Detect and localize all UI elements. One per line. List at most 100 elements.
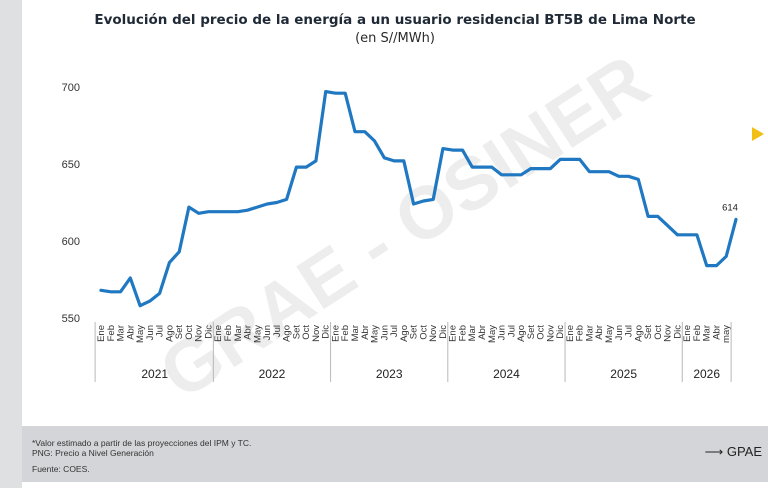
x-tick-label: Ene (565, 325, 576, 342)
x-tick-label: Ene (96, 325, 107, 342)
data-point (188, 206, 190, 208)
data-point (168, 261, 170, 263)
data-point (305, 166, 307, 168)
x-tick-label: Oct (536, 325, 547, 340)
data-point (383, 157, 385, 159)
data-point (627, 175, 629, 177)
data-point (520, 174, 522, 176)
x-tick-label: Nov (545, 325, 556, 342)
x-tick-label: Mar (702, 325, 713, 341)
x-tick-label: Dic (438, 325, 449, 339)
data-point (676, 234, 678, 236)
data-point (158, 292, 160, 294)
data-point (500, 174, 502, 176)
x-tick-label: Feb (692, 325, 703, 341)
data-point (432, 198, 434, 200)
x-tick-label: Abr (243, 325, 254, 340)
data-point (217, 211, 219, 213)
x-tick-label: Dic (672, 325, 683, 339)
x-tick-label: Jun (614, 325, 625, 340)
data-label: 614 (722, 202, 738, 213)
data-point (334, 92, 336, 94)
x-tick-label: May (487, 325, 498, 343)
data-point (559, 158, 561, 160)
brand-label: GPAE (726, 444, 762, 459)
data-point (705, 264, 707, 266)
x-tick-label: Ago (164, 325, 175, 342)
data-point (510, 174, 512, 176)
data-point (110, 291, 112, 293)
x-tick-label: May (604, 325, 615, 343)
x-tick-label: Set (409, 325, 420, 340)
data-point (373, 140, 375, 142)
x-tick-label: May (252, 325, 263, 343)
data-point (715, 264, 717, 266)
y-tick-label: 600 (62, 236, 80, 248)
data-point (637, 178, 639, 180)
x-tick-label: Feb (575, 325, 586, 341)
x-tick-label: Abr (594, 325, 605, 340)
play-triangle-icon (752, 127, 764, 141)
year-label: 2026 (693, 367, 720, 381)
x-tick-label: Feb (223, 325, 234, 341)
data-point (578, 158, 580, 160)
footnote-estimate: *Valor estimado a partir de las proyecci… (32, 438, 252, 448)
data-point (530, 167, 532, 169)
year-label: 2023 (376, 367, 403, 381)
data-point (324, 90, 326, 92)
x-tick-label: Oct (301, 325, 312, 340)
data-point (471, 166, 473, 168)
x-tick-label: Set (291, 325, 302, 340)
x-tick-label: Abr (360, 325, 371, 340)
data-point (285, 198, 287, 200)
x-tick-label: Abr (125, 325, 136, 340)
data-point (686, 234, 688, 236)
watermark: GRAE - OSINER (145, 38, 663, 414)
x-tick-label: Ago (399, 325, 410, 342)
data-point (256, 206, 258, 208)
data-point (666, 224, 668, 226)
x-tick-label: Jul (389, 325, 400, 337)
data-point (119, 291, 121, 293)
x-tick-label: Mar (467, 325, 478, 341)
x-tick-label: Jul (506, 325, 517, 337)
x-tick-label: Jun (145, 325, 156, 340)
data-point (354, 130, 356, 132)
x-tick-label: Abr (477, 325, 488, 340)
year-label: 2025 (610, 367, 637, 381)
data-point (246, 209, 248, 211)
x-tick-label: Jun (379, 325, 390, 340)
data-point (725, 255, 727, 257)
line-chart: GRAE - OSINER 550600650700EneFebMarAbrMa… (62, 38, 738, 414)
chart-subtitle: (en S//MWh) (355, 31, 435, 46)
x-tick-label: Jul (155, 325, 166, 337)
data-point (569, 158, 571, 160)
data-point (442, 147, 444, 149)
y-tick-label: 550 (62, 313, 80, 325)
data-point (461, 149, 463, 151)
data-point (647, 215, 649, 217)
data-point (735, 218, 737, 220)
x-tick-label: Dic (555, 325, 566, 339)
x-tick-label: Mar (233, 325, 244, 341)
data-point (129, 277, 131, 279)
year-label: 2021 (141, 367, 168, 381)
data-point (315, 160, 317, 162)
x-tick-label: Feb (106, 325, 117, 341)
chart-title: Evolución del precio de la energía a un … (94, 12, 696, 28)
x-tick-label: Mar (584, 325, 595, 341)
data-point (549, 167, 551, 169)
data-point (451, 149, 453, 151)
x-tick-label: Mar (350, 325, 361, 341)
x-tick-label: Jun (262, 325, 273, 340)
data-point (539, 167, 541, 169)
x-tick-label: Nov (194, 325, 205, 342)
x-tick-label: Jul (624, 325, 635, 337)
x-tick-label: Jun (497, 325, 508, 340)
y-tick-label: 650 (62, 159, 80, 171)
x-tick-label: Oct (418, 325, 429, 340)
x-tick-label: Ago (516, 325, 527, 342)
x-tick-label: Set (174, 325, 185, 340)
data-point (618, 175, 620, 177)
brand-link[interactable]: ⟶ GPAE (705, 444, 762, 460)
